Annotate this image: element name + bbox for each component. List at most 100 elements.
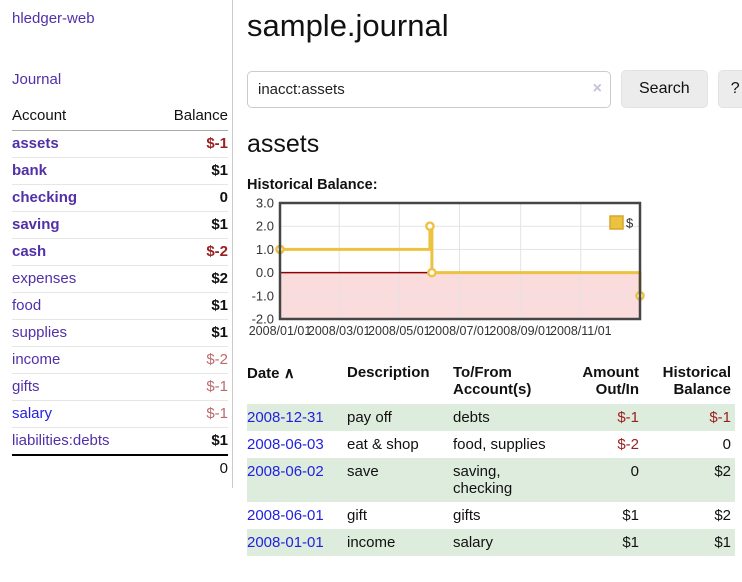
account-row: cash $-2 — [12, 238, 228, 266]
transaction-date-link[interactable]: 2008-06-01 — [247, 507, 324, 524]
transaction-amount: $-2 — [617, 436, 639, 453]
account-balance: $-2 — [150, 346, 228, 374]
search-button[interactable]: Search — [621, 70, 708, 108]
svg-text:-1.0: -1.0 — [252, 288, 274, 303]
svg-text:-2.0: -2.0 — [252, 312, 274, 327]
svg-text:2008/09/01: 2008/09/01 — [489, 324, 552, 338]
transaction-row: 2008-06-03 eat & shop food, supplies $-2 0 — [247, 431, 735, 458]
account-link-food[interactable]: food — [12, 297, 42, 314]
account-link-cash[interactable]: cash — [12, 243, 47, 260]
chart-legend-label: $ — [626, 216, 634, 231]
transaction-description: save — [347, 463, 379, 480]
transaction-amount: $-1 — [617, 409, 639, 426]
account-balance: $1 — [150, 427, 228, 456]
transaction-date-link[interactable]: 2008-12-31 — [247, 409, 324, 426]
account-link-checking[interactable]: checking — [12, 189, 78, 206]
svg-text:1.0: 1.0 — [256, 242, 274, 257]
accounts-header-balance: Balance — [150, 102, 228, 131]
account-balance: $-2 — [150, 238, 228, 266]
transaction-date-link[interactable]: 2008-06-03 — [247, 436, 324, 453]
transaction-description: income — [347, 534, 396, 551]
transaction-row: 2008-06-01 gift gifts $1 $2 — [247, 502, 735, 529]
register-header-balance: Historical Balance — [662, 364, 731, 398]
account-balance: $1 — [150, 211, 228, 239]
svg-text:2008/07/01: 2008/07/01 — [428, 324, 491, 338]
account-row: food $1 — [12, 292, 228, 320]
main-content: sample.journal × Search ? assets Histori… — [233, 0, 742, 556]
account-link-income[interactable]: income — [12, 351, 61, 368]
sidebar: hledger-web Journal Account Balance asse… — [0, 0, 233, 488]
register-header-accounts: To/From Account(s) — [453, 364, 532, 398]
svg-text:2008/03/01: 2008/03/01 — [308, 324, 371, 338]
account-link-bank[interactable]: bank — [12, 162, 48, 179]
transaction-amount: $1 — [622, 507, 639, 524]
chart-title: Historical Balance: — [247, 177, 378, 193]
account-row: income $-2 — [12, 346, 228, 374]
transaction-accounts: salary — [453, 534, 494, 551]
account-link-expenses[interactable]: expenses — [12, 270, 77, 287]
account-balance: $2 — [150, 265, 228, 293]
account-link-assets[interactable]: assets — [12, 135, 59, 152]
transaction-balance: $1 — [714, 534, 731, 551]
transaction-balance: $-1 — [709, 409, 731, 426]
account-row: supplies $1 — [12, 319, 228, 347]
transaction-accounts: food, supplies — [453, 436, 546, 453]
transaction-balance: $2 — [714, 463, 731, 480]
account-row: checking 0 — [12, 184, 228, 212]
account-balance: $1 — [150, 319, 228, 347]
account-balance: $1 — [150, 292, 228, 320]
svg-text:2008/11/01: 2008/11/01 — [550, 324, 612, 338]
accounts-table: Account Balance assets $-1 bank $1 checking 0… — [12, 102, 228, 482]
transaction-accounts: saving, checking — [453, 463, 513, 497]
account-row: saving $1 — [12, 211, 228, 239]
accounts-total-row: 0 — [12, 454, 228, 482]
register-header-amount: Amount Out/In — [582, 364, 639, 398]
account-balance: $-1 — [150, 373, 228, 401]
register-header-date[interactable]: Date ∧ — [247, 365, 295, 382]
accounts-total-value: 0 — [150, 454, 228, 482]
transaction-description: pay off — [347, 409, 392, 426]
account-row: bank $1 — [12, 157, 228, 185]
transaction-amount: 0 — [630, 463, 639, 480]
account-row: gifts $-1 — [12, 373, 228, 401]
transaction-row: 2008-12-31 pay off debts $-1 $-1 — [247, 404, 735, 431]
transaction-balance: $2 — [714, 507, 731, 524]
account-row: liabilities:debts $1 — [12, 427, 228, 456]
transaction-date-link[interactable]: 2008-01-01 — [247, 534, 324, 551]
account-balance: $1 — [150, 157, 228, 185]
search-help-button[interactable]: ? — [717, 70, 742, 108]
app-root: hledger-web Journal Account Balance asse… — [0, 0, 742, 556]
svg-text:0.0: 0.0 — [256, 265, 274, 280]
transaction-date-link[interactable]: 2008-06-02 — [247, 463, 324, 480]
transaction-accounts: gifts — [453, 507, 481, 524]
account-row: salary $-1 — [12, 400, 228, 428]
app-brand-link[interactable]: hledger-web — [12, 10, 95, 27]
account-balance: $-1 — [150, 400, 228, 428]
transaction-row: 2008-06-02 save saving, checking 0 $2 — [247, 458, 735, 502]
account-link-salary[interactable]: salary — [12, 405, 53, 422]
register-table: Date ∧ Description To/From Account(s) Am… — [247, 361, 735, 556]
account-link-liabilities-debts[interactable]: liabilities:debts — [12, 432, 110, 449]
historical-balance-chart: 3.0 2.0 1.0 0.0 -1.0 -2.0 2008/01/01 2008/03/01… — [247, 196, 742, 343]
search-form: × Search ? — [247, 70, 742, 108]
transaction-row: 2008-01-01 income salary $1 $1 — [247, 529, 735, 556]
svg-text:2.0: 2.0 — [256, 219, 274, 234]
account-link-saving[interactable]: saving — [12, 216, 60, 233]
register-header-description: Description — [347, 364, 430, 381]
sidebar-item-journal[interactable]: Journal — [12, 71, 62, 88]
search-input[interactable] — [247, 70, 611, 108]
search-box: × — [247, 70, 611, 108]
transaction-amount: $1 — [622, 534, 639, 551]
page-title: sample.journal — [247, 8, 449, 43]
account-balance: $-1 — [150, 130, 228, 158]
svg-text:2008/01/01: 2008/01/01 — [249, 324, 312, 338]
svg-text:2008/05/01: 2008/05/01 — [368, 324, 431, 338]
account-link-gifts[interactable]: gifts — [12, 378, 40, 395]
transaction-description: eat & shop — [347, 436, 419, 453]
account-row: assets $-1 — [12, 130, 228, 158]
transaction-description: gift — [347, 507, 368, 524]
account-link-supplies[interactable]: supplies — [12, 324, 68, 341]
clear-search-icon[interactable]: × — [592, 79, 602, 97]
sort-ascending-icon: ∧ — [283, 365, 295, 382]
account-heading: assets — [247, 130, 320, 158]
